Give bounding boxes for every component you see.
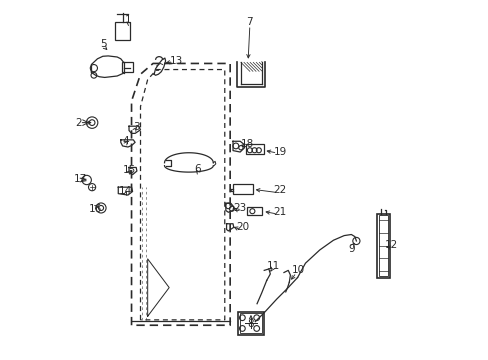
Text: 21: 21 [272,207,285,217]
Bar [238,312,264,335]
Bar [115,22,129,40]
Text: 5: 5 [101,40,107,49]
Text: 22: 22 [272,185,285,195]
Bar [240,314,261,333]
Bar [122,62,132,72]
Text: 3: 3 [133,122,140,132]
Text: 18: 18 [240,139,253,149]
Text: 12: 12 [384,240,397,250]
Bar [378,215,387,276]
Text: 10: 10 [291,265,304,275]
Text: 7: 7 [246,17,253,27]
Text: 23: 23 [233,203,246,213]
Text: 16: 16 [89,204,102,215]
Text: 1: 1 [124,15,131,26]
Text: 9: 9 [348,244,355,254]
Text: 6: 6 [194,164,201,174]
Text: 2: 2 [75,118,82,128]
Text: 15: 15 [122,165,135,175]
Bar [233,184,252,194]
Text: 4: 4 [122,136,129,145]
Bar [376,214,389,278]
Bar [247,207,262,215]
Text: 19: 19 [273,147,286,157]
Text: 17: 17 [74,174,87,184]
Text: 13: 13 [169,56,183,66]
Text: 20: 20 [236,222,249,232]
Text: 14: 14 [119,186,132,197]
Text: 11: 11 [267,261,280,271]
Text: 8: 8 [247,319,254,329]
Bar [246,144,263,154]
